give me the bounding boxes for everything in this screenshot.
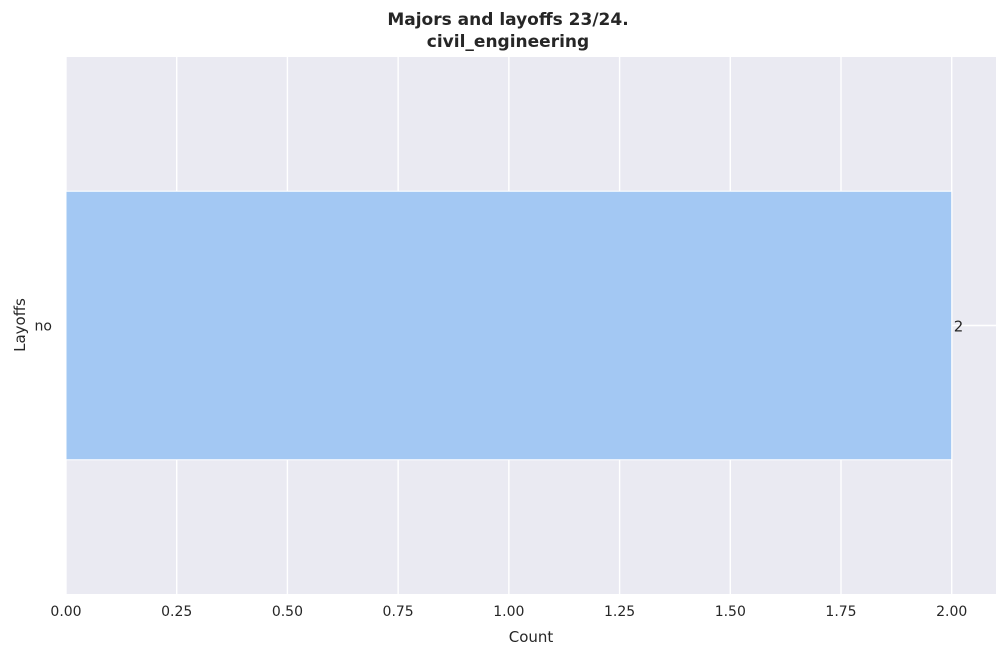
chart-subtitle: civil_engineering xyxy=(427,32,589,52)
y-tick-label-no: no xyxy=(35,319,52,335)
bar-value-label-no: 2 xyxy=(954,318,964,336)
x-tick-label-5: 1.25 xyxy=(604,604,635,620)
y-axis-label: Layoffs xyxy=(11,298,29,352)
x-tick-label-2: 0.50 xyxy=(272,604,303,620)
x-tick-label-4: 1.00 xyxy=(493,604,524,620)
x-tick-label-8: 2.00 xyxy=(936,604,967,620)
bars xyxy=(65,190,953,461)
x-axis-label: Count xyxy=(509,628,554,646)
chart-title: Majors and layoffs 23/24. xyxy=(387,10,628,30)
y-axis-ticks: no xyxy=(35,319,52,335)
x-tick-label-6: 1.50 xyxy=(715,604,746,620)
bar-no xyxy=(65,190,953,461)
x-tick-label-0: 0.00 xyxy=(50,604,81,620)
x-tick-label-7: 1.75 xyxy=(825,604,856,620)
data-labels: 2 xyxy=(954,318,964,336)
x-tick-label-3: 0.75 xyxy=(383,604,414,620)
x-tick-label-1: 0.25 xyxy=(161,604,192,620)
x-axis-ticks: 0.00 0.25 0.50 0.75 1.00 1.25 1.50 1.75 2.00 xyxy=(50,604,967,620)
